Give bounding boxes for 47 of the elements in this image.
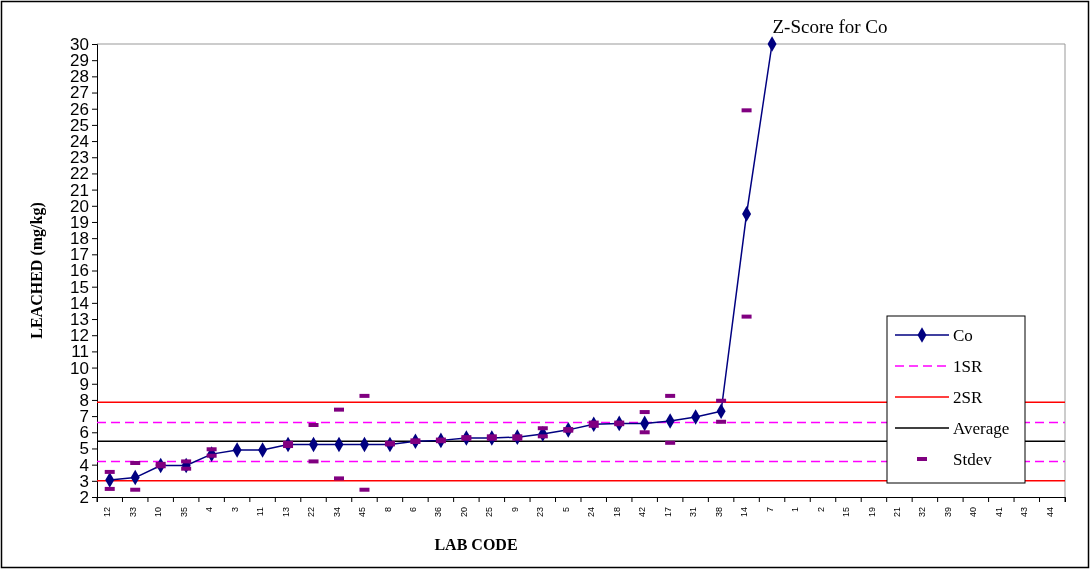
- x-tick-label: 15: [841, 507, 852, 518]
- x-tick-label: 39: [942, 507, 953, 518]
- x-tick-label: 25: [484, 507, 495, 518]
- x-tick-label: 11: [255, 507, 266, 517]
- chart-title: Z-Score for Co: [772, 16, 888, 37]
- x-tick-label: 12: [102, 507, 113, 518]
- ref-line-label: 2SR: [953, 388, 983, 407]
- x-tick-label: 42: [637, 507, 648, 518]
- x-tick-label: 45: [357, 507, 368, 518]
- x-tick-label: 22: [306, 507, 317, 518]
- y-axis-title: LEACHED (mg/kg): [28, 202, 46, 339]
- x-tick-label: 6: [408, 507, 418, 513]
- x-tick-label: 33: [127, 507, 138, 518]
- x-tick-label: 17: [662, 507, 673, 518]
- x-tick-label: 35: [178, 507, 189, 518]
- x-tick-label: 41: [993, 507, 1004, 518]
- x-tick-label: 32: [917, 507, 928, 518]
- x-tick-label: 21: [892, 507, 902, 518]
- x-tick-label: 43: [1019, 507, 1030, 518]
- x-tick-label: 31: [688, 507, 699, 518]
- x-tick-label: 44: [1044, 507, 1055, 518]
- x-tick-label: 2: [815, 507, 826, 513]
- x-tick-label: 1: [790, 507, 801, 513]
- x-tick-label: 24: [586, 507, 597, 518]
- x-tick-label: 19: [866, 507, 877, 518]
- legend-label: Co: [953, 326, 973, 345]
- legend-label: Stdev: [953, 450, 993, 469]
- y-tick-label: 30: [70, 34, 89, 54]
- x-tick-label: 3: [229, 507, 240, 513]
- x-tick-label: 7: [764, 507, 775, 513]
- x-tick-label: 34: [331, 507, 342, 518]
- x-tick-label: 36: [433, 507, 444, 518]
- x-tick-label: 38: [713, 507, 724, 518]
- x-tick-label: 20: [458, 507, 469, 518]
- x-tick-label: 23: [535, 507, 546, 518]
- x-tick-label: 5: [560, 507, 571, 513]
- x-axis-title: LAB CODE: [434, 536, 518, 553]
- x-tick-label: 13: [280, 507, 291, 518]
- x-tick-label: 40: [968, 507, 979, 518]
- x-tick-label: 4: [204, 507, 215, 513]
- x-tick-label: 8: [382, 507, 393, 513]
- ref-line-label: Average: [953, 419, 1010, 438]
- x-tick-label: 10: [153, 507, 164, 518]
- x-tick-label: 18: [611, 507, 622, 518]
- x-tick-label: 14: [739, 507, 750, 518]
- legend-label: 1SR: [953, 357, 983, 376]
- x-tick-label: 9: [509, 507, 520, 513]
